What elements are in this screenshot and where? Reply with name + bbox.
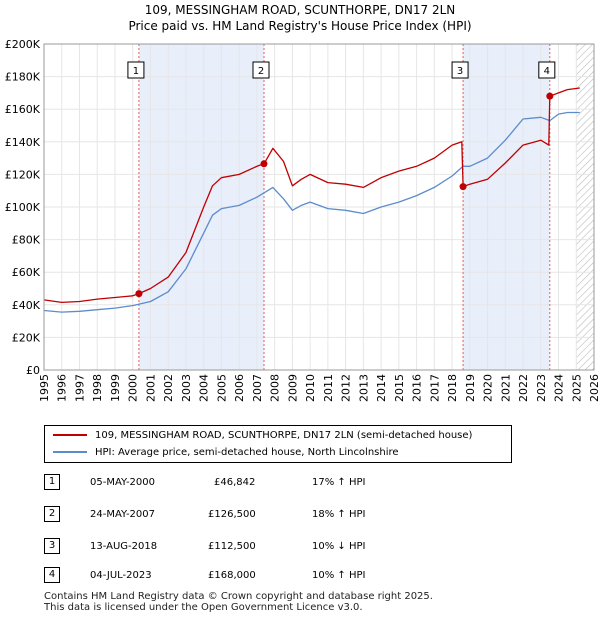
row-date: 05-MAY-2000 [90, 477, 156, 488]
row-price: £168,000 [208, 570, 256, 581]
sale-label-box [252, 61, 270, 79]
x-tick-label: 2026 [588, 374, 600, 402]
x-tick-label: 2005 [215, 374, 228, 402]
x-tick-label: 2013 [357, 374, 370, 402]
x-tick-label: 2007 [251, 374, 264, 402]
row-date: 04-JUL-2023 [90, 570, 152, 581]
x-tick-label: 2015 [393, 374, 406, 402]
legend: 109, MESSINGHAM ROAD, SCUNTHORPE, DN17 2… [44, 425, 512, 463]
x-tick-label: 1995 [38, 374, 51, 402]
legend-swatch-red [53, 434, 87, 436]
row-price: £112,500 [208, 541, 256, 552]
price-chart: 1 2 3 4 £0 £20K £40K £60K £80K £100K £120K £140K £16… [5, 38, 600, 402]
y-tick-label: £80K [12, 234, 41, 247]
legend-swatch-blue [53, 451, 87, 453]
x-tick-label: 1996 [56, 374, 69, 402]
legend-label-property: 109, MESSINGHAM ROAD, SCUNTHORPE, DN17 2… [95, 430, 473, 441]
x-tick-label: 1999 [109, 374, 122, 402]
sale-point [546, 92, 554, 100]
row-number: 3 [44, 538, 60, 554]
sale-label-number: 1 [133, 66, 139, 77]
row-hpi: 18% ↑ HPI [312, 509, 366, 520]
x-tick-label: 2016 [411, 374, 424, 402]
sale-label-box [451, 61, 469, 79]
sale-label-number: 4 [544, 66, 550, 77]
legend-item-property: 109, MESSINGHAM ROAD, SCUNTHORPE, DN17 2… [53, 429, 472, 443]
x-tick-label: 2001 [144, 374, 157, 402]
sale-label-number: 2 [258, 66, 264, 77]
series-line-property [43, 87, 580, 304]
footer: Contains HM Land Registry data © Crown c… [44, 591, 433, 613]
y-tick-label: £120K [5, 168, 41, 181]
plot-border [43, 43, 595, 371]
y-tick-label: £100K [5, 201, 41, 214]
x-tick-label: 2002 [162, 374, 175, 402]
x-tick-label: 2017 [428, 374, 441, 402]
x-tick-label: 2003 [180, 374, 193, 402]
row-number: 1 [44, 474, 60, 490]
x-tick-label: 2025 [570, 374, 583, 402]
row-price: £126,500 [208, 509, 256, 520]
x-tick-label: 2004 [198, 374, 211, 402]
y-tick-label: £180K [5, 71, 41, 84]
x-tick-label: 2014 [375, 374, 388, 402]
y-tick-label: £160K [5, 103, 41, 116]
row-number: 2 [44, 506, 60, 522]
chart-subtitle: Price paid vs. HM Land Registry's House … [128, 19, 472, 33]
x-tick-label: 2012 [340, 374, 353, 402]
row-number: 4 [44, 567, 60, 583]
x-tick-label: 2021 [499, 374, 512, 402]
sale-label-box [538, 61, 556, 79]
x-tick-label: 2022 [517, 374, 530, 402]
y-tick-label: £140K [5, 136, 41, 149]
x-tick-label: 2009 [286, 374, 299, 402]
sale-point [459, 183, 467, 191]
series-line-hpi [43, 111, 580, 313]
row-date: 13-AUG-2018 [90, 541, 158, 552]
x-tick-label: 2000 [127, 374, 140, 402]
y-tick-label: £200K [5, 38, 41, 51]
row-hpi: 17% ↑ HPI [312, 477, 366, 488]
row-hpi: 10% ↑ HPI [312, 570, 366, 581]
y-tick-label: £60K [12, 266, 41, 279]
legend-item-hpi: HPI: Average price, semi-detached house,… [53, 446, 399, 460]
row-hpi: 10% ↓ HPI [312, 541, 366, 552]
x-tick-label: 2024 [553, 374, 566, 402]
footer-copyright: Contains HM Land Registry data © Crown c… [44, 591, 433, 602]
sale-label-number: 3 [457, 66, 463, 77]
x-tick-label: 2006 [233, 374, 246, 402]
y-tick-label: £20K [12, 331, 41, 344]
sale-point [135, 290, 143, 298]
x-tick-label: 2019 [464, 374, 477, 402]
x-tick-label: 2008 [269, 374, 282, 402]
footer-licence: This data is licensed under the Open Gov… [44, 602, 363, 613]
y-tick-label: £40K [12, 299, 41, 312]
x-tick-label: 2011 [322, 374, 335, 402]
y-tick-label: £0 [26, 364, 40, 377]
x-tick-label: 2020 [482, 374, 495, 402]
chart-title: 109, MESSINGHAM ROAD, SCUNTHORPE, DN17 2… [144, 3, 456, 17]
x-tick-label: 2018 [446, 374, 459, 402]
row-price: £46,842 [214, 477, 256, 488]
legend-label-hpi: HPI: Average price, semi-detached house,… [95, 447, 399, 458]
x-tick-label: 2010 [304, 374, 317, 402]
sale-point [260, 160, 268, 168]
x-tick-label: 1998 [91, 374, 104, 402]
x-tick-label: 2023 [535, 374, 548, 402]
sale-label-box [127, 61, 145, 79]
x-tick-label: 1997 [73, 374, 86, 402]
row-date: 24-MAY-2007 [90, 509, 156, 520]
